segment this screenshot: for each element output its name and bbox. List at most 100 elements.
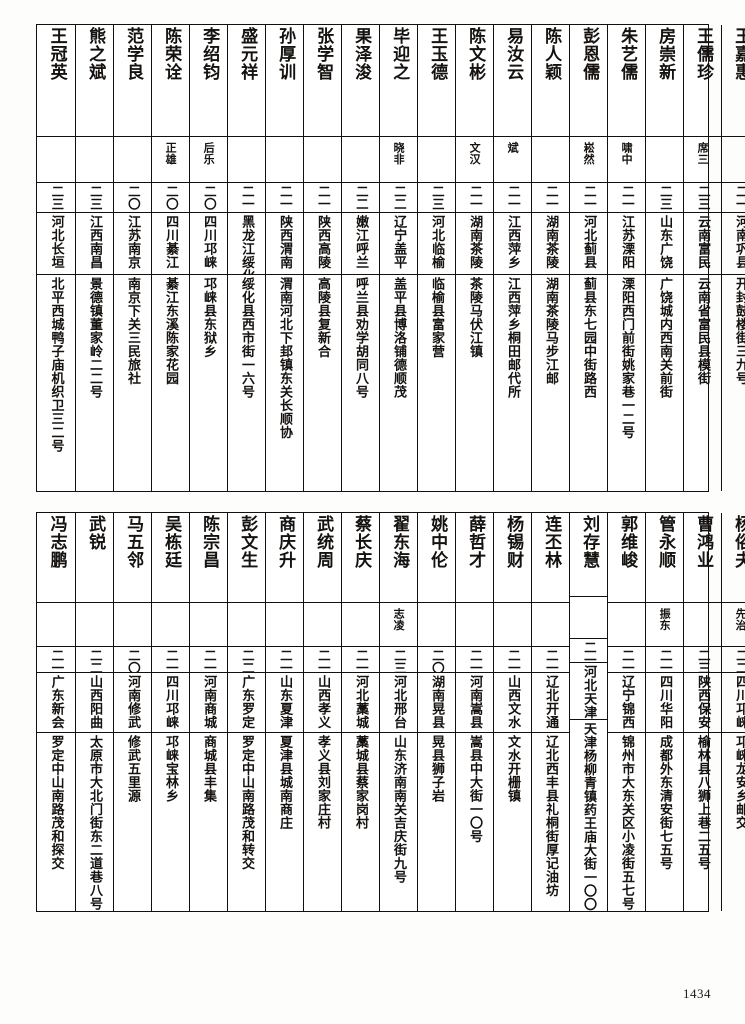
cell-address: 藁城县蔡家岗村 (342, 733, 379, 911)
cell-origin-text: 江西萍乡 (505, 215, 521, 269)
cell-name: 武统周 (304, 513, 341, 603)
cell-address: 渭南河北下邽镇东关长顺协 (266, 275, 303, 491)
cell-alias (342, 137, 379, 183)
cell-origin: 河南商城 (190, 673, 227, 733)
cell-origin: 河北藁城 (342, 673, 379, 733)
cell-name: 陈人颖 (532, 25, 569, 137)
cell-age-text: 二一 (733, 185, 745, 210)
cell-origin-text: 河北蓟县 (581, 215, 597, 269)
cell-name: 孙厚训 (266, 25, 303, 137)
cell-origin-text: 黑龙江绥化 (239, 215, 255, 275)
cell-age-text: 二一 (163, 649, 179, 673)
cell-origin-text: 辽宁锦西 (619, 675, 635, 729)
cell-alias-text: 文汉 (468, 142, 482, 165)
cell-age-text: 二二 (353, 185, 369, 210)
cell-alias (114, 603, 151, 647)
cell-alias-text: 先治 (734, 608, 745, 631)
cell-name: 陈宗昌 (190, 513, 227, 603)
cell-address: 綦江东溪陈家花园 (152, 275, 189, 491)
cell-alias (494, 603, 531, 647)
cell-age-text: 二一 (239, 185, 255, 210)
roster-entry-column: 管永顺 振东 二一 四川华阳 成都外东清安街七五号 (645, 513, 683, 911)
cell-origin: 四川綦江 (152, 213, 189, 275)
cell-alias (114, 137, 151, 183)
cell-name-text: 熊之斌 (85, 27, 106, 81)
cell-alias (37, 137, 75, 183)
cell-alias-text: 晓非 (392, 142, 406, 165)
cell-origin-text: 山东夏津 (277, 675, 293, 729)
cell-name-text: 陈文彬 (465, 27, 486, 81)
cell-name-text: 商庆升 (275, 515, 296, 569)
roster-entry-column: 商庆升 二一 山东夏津 夏津县城南商庄 (265, 513, 303, 911)
cell-name: 曹鸿业 (684, 513, 721, 603)
cell-origin: 河南巩县 (722, 213, 745, 275)
cell-alias: 先治 (722, 603, 745, 647)
cell-origin: 河北天津 (570, 663, 607, 720)
cell-address: 夏津县城南商庄 (266, 733, 303, 911)
cell-origin: 江苏南京 (114, 213, 151, 275)
cell-alias (37, 603, 75, 647)
cell-alias (722, 137, 745, 183)
cell-age: 二二 (722, 647, 745, 673)
cell-origin: 山东夏津 (266, 673, 303, 733)
cell-origin: 陕西保安 (684, 673, 721, 733)
cell-age: 二一 (266, 183, 303, 213)
cell-address-text: 江西萍乡桐田邮代所 (505, 277, 520, 399)
cell-origin-text: 河南修武 (125, 675, 141, 729)
cell-origin-text: 山西孝义 (315, 675, 331, 729)
roster-entry-column: 王嘉惠 二一 河南巩县 开封鼓楼街三九号 (721, 25, 745, 491)
cell-origin-text: 四川邛崃 (733, 675, 745, 729)
cell-name-text: 姚中伦 (427, 515, 448, 569)
cell-origin-text: 陕西高陵 (315, 215, 331, 269)
roster-entry-column: 陈宗昌二一河南商城商城县丰集 (189, 513, 227, 911)
cell-origin: 江西南昌 (76, 213, 113, 275)
cell-address-text: 溧阳西门前街姚家巷一二号 (619, 277, 634, 439)
cell-name: 易汝云 (494, 25, 531, 137)
cell-address-text: 商城县丰集 (201, 735, 216, 803)
cell-origin: 广东新会 (37, 673, 75, 733)
cell-origin-text: 河南嵩县 (467, 675, 483, 729)
cell-address: 湖南茶陵马步江邮 (532, 275, 569, 491)
cell-alias (570, 597, 607, 639)
cell-origin-text: 湖南茶陵 (543, 215, 559, 269)
cell-address-text: 盖平县博洛铺德顺茂 (391, 277, 406, 399)
cell-age-text: 二一 (201, 649, 217, 673)
cell-origin: 江西萍乡 (494, 213, 531, 275)
cell-origin-text: 河南商城 (201, 675, 217, 729)
cell-origin-text: 河北邢台 (391, 675, 407, 729)
cell-origin: 河北长垣 (37, 213, 75, 275)
cell-age: 二〇 (418, 647, 455, 673)
cell-address: 绥化县西市街一六号 (228, 275, 265, 491)
cell-age: 二一 (494, 183, 531, 213)
cell-origin: 黑龙江绥化 (228, 213, 265, 275)
cell-alias-text: 啸中 (620, 142, 634, 165)
roster-entry-column: 翟东海 志凌 二三 河北邢台 山东济南南关吉庆街九号 (379, 513, 417, 911)
cell-alias: 崧然 (570, 137, 607, 183)
cell-age-text: 二一 (505, 649, 521, 673)
cell-name: 姚中伦 (418, 513, 455, 603)
cell-alias-text: 振东 (658, 608, 672, 631)
cell-alias: 文汉 (456, 137, 493, 183)
cell-age: 二一 (152, 647, 189, 673)
cell-name: 毕迎之 (380, 25, 417, 137)
cell-name-text: 孙厚训 (275, 27, 296, 81)
cell-address: 溧阳西门前街姚家巷一二号 (608, 275, 645, 491)
cell-age: 二三 (37, 183, 75, 213)
cell-address-text: 嵩县中大街一〇号 (467, 735, 482, 843)
cell-age: 二一 (456, 647, 493, 673)
cell-origin: 山西文水 (494, 673, 531, 733)
cell-origin: 陕西渭南 (266, 213, 303, 275)
cell-age: 二二 (342, 183, 379, 213)
cell-origin-text: 河南巩县 (733, 215, 745, 269)
roster-entry-column: 孙厚训二一 陕西渭南 渭南河北下邽镇东关长顺协 (265, 25, 303, 491)
roster-entry-column: 张学智 二一 陕西高陵 高陵县复新合 (303, 25, 341, 491)
cell-age: 二一 (570, 639, 607, 664)
cell-alias: 席三 (684, 137, 721, 183)
cell-age: 二三 (684, 183, 721, 213)
cell-name-text: 陈荣诠 (161, 27, 182, 81)
cell-alias (608, 603, 645, 647)
cell-address-text: 藁城县蔡家岗村 (353, 735, 368, 830)
cell-name: 杨锡财 (494, 513, 531, 603)
cell-name-text: 李绍钧 (199, 27, 220, 81)
cell-origin-text: 四川邛崃 (201, 215, 217, 269)
